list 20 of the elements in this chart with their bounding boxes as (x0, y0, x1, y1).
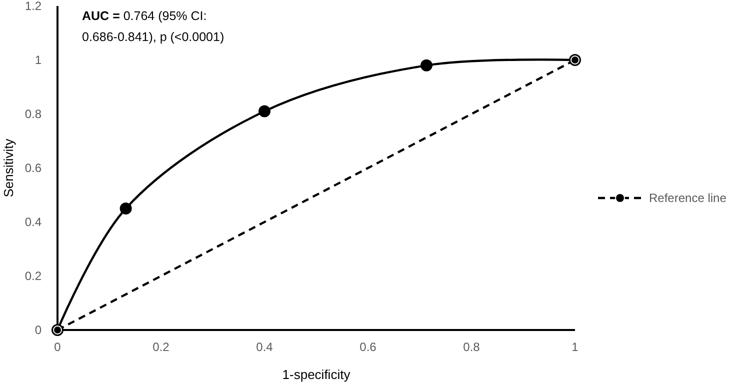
x-tick-label: 0.2 (152, 340, 170, 354)
y-tick-label: 1 (34, 53, 42, 68)
x-tick-label: 1 (572, 340, 579, 354)
y-tick-label: 0.4 (24, 215, 42, 230)
y-axis-title: Sensitivity (1, 138, 16, 198)
point (420, 59, 432, 72)
x-tick-label: 0.6 (360, 340, 377, 354)
y-tick-label: 0 (34, 323, 42, 338)
text: AUC = 0.764 (95% CI: 0.686-0.841), p (<0.0001) (82, 9, 224, 44)
x-axis-title: 1-specificity (282, 367, 351, 382)
y-tick-label: 0.2 (24, 269, 42, 284)
x-tick-label: 0.8 (463, 340, 480, 354)
y-tick-label: 0.8 (24, 107, 42, 122)
x-tick-label: 0.4 (256, 340, 274, 354)
x-tick-label: 0 (54, 340, 62, 354)
y-tick-label: 0.6 (24, 161, 42, 176)
y-tick-label: 1.2 (24, 0, 42, 14)
point (258, 105, 270, 118)
legend-label: Reference line (649, 191, 727, 206)
point (120, 202, 132, 214)
